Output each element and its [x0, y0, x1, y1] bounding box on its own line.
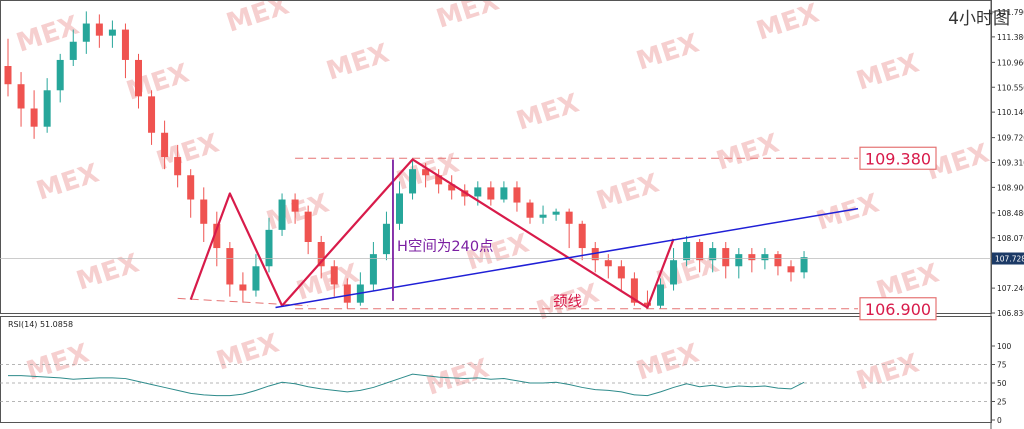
- watermark-logo: MEX: [23, 338, 93, 386]
- candle-body: [252, 266, 259, 290]
- price-tick-label: 107.240: [997, 284, 1024, 293]
- price-tick-label: 108.900: [997, 183, 1024, 192]
- price-tick-label: 108.480: [997, 209, 1024, 218]
- rsi-line: [8, 374, 804, 395]
- candle-body: [788, 266, 795, 272]
- candle-body: [135, 60, 142, 96]
- price-tick-label: 109.720: [997, 134, 1024, 143]
- candle-body: [122, 30, 129, 60]
- h-space-label: H空间为240点: [397, 238, 494, 255]
- price-tick-label: 110.550: [997, 83, 1024, 92]
- candle-body: [579, 224, 586, 248]
- watermark-logo: MEX: [73, 248, 143, 296]
- neckline-label: 颈线: [553, 293, 582, 310]
- candle-body: [474, 187, 481, 196]
- candle-body: [31, 108, 38, 126]
- candle-body: [148, 96, 155, 132]
- watermark-logo: MEX: [513, 88, 583, 136]
- watermark-logo: MEX: [123, 58, 193, 106]
- level-label: 106.900: [865, 300, 931, 319]
- candle-body: [566, 212, 573, 224]
- candle-body: [305, 212, 312, 242]
- candle-body: [657, 284, 664, 305]
- candle-body: [200, 200, 207, 224]
- candle-body: [527, 203, 534, 218]
- candle-body: [57, 60, 64, 90]
- candle-body: [187, 175, 194, 199]
- price-tick-label: 111.380: [997, 33, 1024, 42]
- price-tick-label: 108.070: [997, 234, 1024, 243]
- watermark-layer: MEXMEXMEXMEXMEXMEXMEXMEXMEXMEXMEXMEXMEXM…: [13, 0, 993, 402]
- watermark-logo: MEX: [323, 38, 393, 86]
- watermark-logo: MEX: [223, 0, 293, 39]
- candle-body: [96, 24, 103, 36]
- candle-body: [774, 254, 781, 266]
- candle-body: [266, 230, 273, 266]
- candle-body: [696, 242, 703, 260]
- candle-body: [761, 254, 768, 260]
- price-tick-label: 110.140: [997, 108, 1024, 117]
- rsi-tick-label: 0: [997, 416, 1002, 425]
- watermark-logo: MEX: [263, 188, 333, 236]
- watermark-logo: MEX: [633, 338, 703, 386]
- candle-body: [748, 254, 755, 260]
- candle-body: [801, 257, 808, 272]
- candle-body: [487, 187, 494, 199]
- candle-body: [239, 284, 246, 290]
- candle-body: [670, 260, 677, 284]
- candle-body: [409, 169, 416, 193]
- watermark-logo: MEX: [433, 0, 503, 35]
- rsi-panel-border: [1, 317, 992, 423]
- candle-body: [70, 42, 77, 60]
- candle-body: [396, 193, 403, 223]
- price-tick-label: 106.830: [997, 309, 1024, 318]
- candle-body: [735, 254, 742, 266]
- watermark-logo: MEX: [853, 48, 923, 96]
- watermark-logo: MEX: [593, 168, 663, 216]
- candle-body: [161, 133, 168, 157]
- candle-body: [292, 200, 299, 212]
- candle-body: [279, 200, 286, 230]
- candle-body: [618, 266, 625, 278]
- price-tick-label: 109.310: [997, 159, 1024, 168]
- current-price-label: 107.728: [995, 255, 1024, 264]
- price-tick-label: 110.960: [997, 58, 1024, 67]
- candle-body: [500, 187, 507, 199]
- level-label: 109.380: [865, 149, 931, 168]
- rsi-tick-label: 75: [997, 361, 1007, 370]
- candle-body: [383, 224, 390, 254]
- candle-body: [344, 284, 351, 302]
- rsi-title: RSI(14) 51.0858: [8, 320, 73, 329]
- candle-body: [331, 266, 338, 284]
- candle-body: [174, 157, 181, 175]
- candle-body: [226, 248, 233, 284]
- candle-body: [83, 24, 90, 42]
- watermark-logo: MEX: [813, 188, 883, 236]
- candle-body: [513, 187, 520, 202]
- rsi-tick-label: 50: [997, 379, 1007, 388]
- candle-body: [553, 212, 560, 215]
- watermark-logo: MEX: [33, 158, 103, 206]
- candle-body: [18, 84, 25, 108]
- candle-body: [44, 90, 51, 126]
- candle-body: [109, 30, 116, 36]
- timeframe-label: 4小时图: [948, 9, 1010, 29]
- watermark-logo: MEX: [213, 328, 283, 376]
- watermark-logo: MEX: [753, 0, 823, 47]
- watermark-logo: MEX: [713, 128, 783, 176]
- rsi-tick-label: 25: [997, 398, 1007, 407]
- candle-body: [722, 248, 729, 266]
- candle-body: [683, 242, 690, 260]
- candle-body: [540, 215, 547, 218]
- price-axis: 111.790111.380110.960110.550110.140109.7…: [991, 8, 1024, 318]
- watermark-logo: MEX: [633, 28, 703, 76]
- watermark-logo: MEX: [423, 353, 493, 401]
- watermark-logo: MEX: [853, 348, 923, 396]
- rsi-tick-label: 100: [997, 342, 1012, 351]
- candle-body: [605, 260, 612, 266]
- candle-body: [5, 66, 12, 84]
